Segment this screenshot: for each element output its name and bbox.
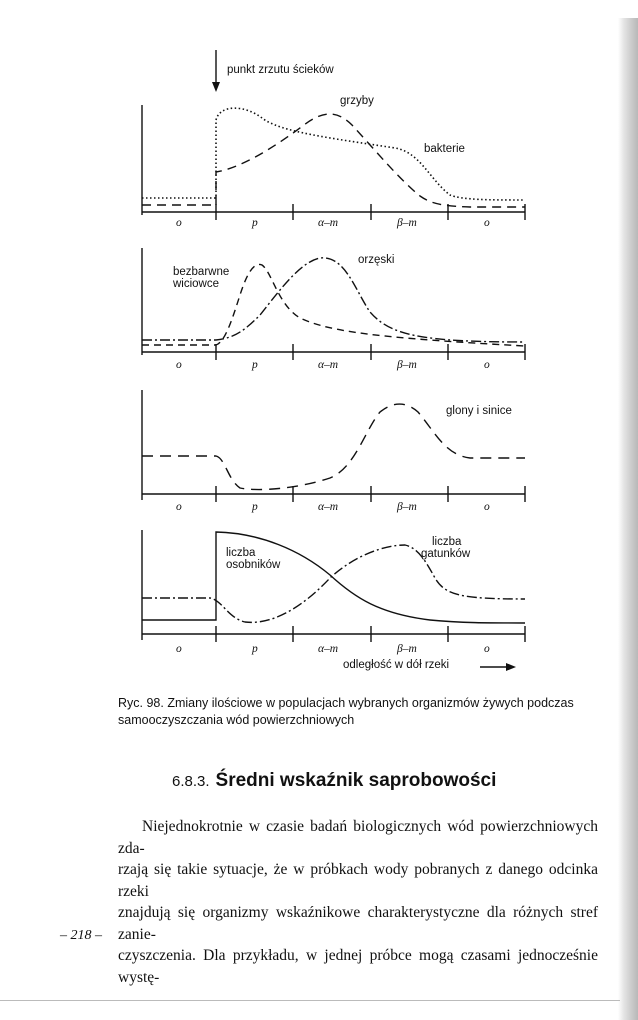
zone-label: α–m (318, 643, 338, 655)
section-heading: 6.8.3. Średni wskaźnik saprobowości (172, 770, 496, 792)
paragraph-line: Niejednokrotnie w czasie badań biologicz… (118, 818, 598, 857)
page-edge-top (618, 0, 638, 18)
body-paragraph: Niejednokrotnie w czasie badań biologicz… (118, 816, 598, 988)
panel2-label-ciliates: orzęski (358, 254, 394, 266)
zone-label: o (176, 501, 182, 513)
panel3-label-algae: glony i sinice (446, 405, 512, 417)
paragraph-line: rzają się takie sytuacje, że w próbkach … (118, 861, 598, 900)
panel1-label-fungi: grzyby (340, 95, 374, 107)
zone-label: o (176, 359, 182, 371)
zone-label: β–m (396, 217, 417, 229)
zone-label: p (251, 359, 258, 371)
zone-label: p (251, 643, 258, 655)
panel2-label-flagellates-1: bezbarwne (173, 266, 229, 278)
zone-labels-panel3: o p α–m β–m o (176, 501, 490, 513)
zone-label: p (251, 217, 258, 229)
figure-98: punkt zrzutu ścieków grzyby bakterie bez… (141, 50, 526, 671)
zone-label: α–m (318, 501, 338, 513)
panel4-label-individuals-2: osobników (226, 559, 281, 571)
axis-note: odległość w dół rzeki (343, 659, 449, 671)
zone-label: o (176, 217, 182, 229)
zone-label: β–m (396, 501, 417, 513)
zone-label: o (176, 643, 182, 655)
zone-label: β–m (396, 643, 417, 655)
paragraph-line: znajdują się organizmy wskaźnikowe chara… (118, 904, 598, 943)
zone-label: α–m (318, 217, 338, 229)
figure-caption: Ryc. 98. Zmiany ilościowe w populacjach … (118, 696, 574, 727)
panel4-label-species-1: liczba (432, 536, 462, 548)
page-bottom-rule (0, 1000, 620, 1001)
arrow-label: punkt zrzutu ścieków (227, 64, 334, 76)
zone-label: o (484, 643, 490, 655)
page-edge-shadow (618, 0, 638, 1020)
zone-label: o (484, 359, 490, 371)
zone-label: p (251, 501, 258, 513)
section-number: 6.8.3. (172, 773, 210, 790)
zone-label: α–m (318, 359, 338, 371)
panel4-label-individuals-1: liczba (226, 547, 256, 559)
zone-labels-panel2: o p α–m β–m o (176, 359, 490, 371)
panel2-label-flagellates-2: wiciowce (172, 278, 219, 290)
panel1-label-bacteria: bakterie (424, 143, 465, 155)
zone-labels-panel1: o p α–m β–m o (176, 217, 490, 229)
zone-labels-panel4: o p α–m β–m o (176, 643, 490, 655)
paragraph-line: czyszczenia. Dla przykładu, w jednej pró… (118, 947, 598, 986)
zone-label: o (484, 501, 490, 513)
zone-label: β–m (396, 359, 417, 371)
page-number: – 218 – (60, 928, 102, 943)
zone-label: o (484, 217, 490, 229)
panel4-label-species-2: gatunków (421, 548, 471, 560)
section-title: Średni wskaźnik saprobowości (215, 770, 497, 791)
